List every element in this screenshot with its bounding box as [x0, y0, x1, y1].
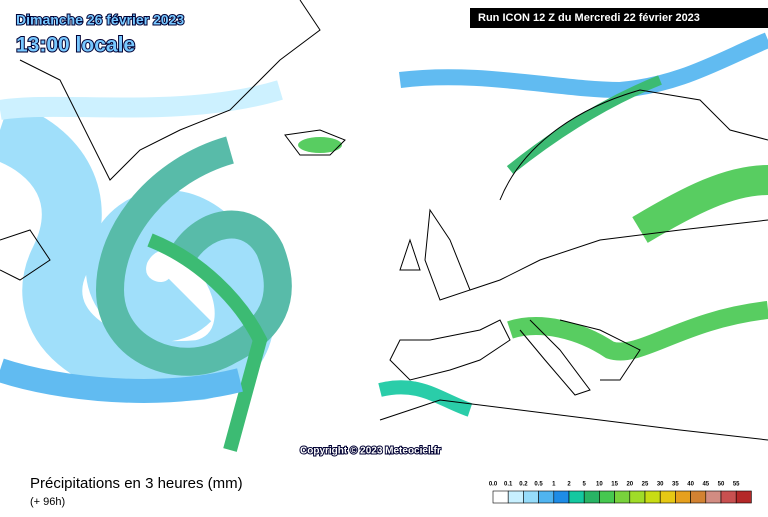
legend-label: 20 [626, 482, 633, 488]
legend-label: 0.5 [534, 482, 543, 488]
legend-swatch [705, 490, 722, 504]
legend-swatch [735, 490, 752, 504]
legend-label: 35 [672, 482, 679, 488]
legend-swatch [538, 490, 555, 504]
legend-label: 2 [567, 482, 571, 488]
coastlines [0, 0, 768, 441]
legend-swatch [492, 490, 509, 504]
legend-label: 0.1 [504, 482, 513, 488]
legend-label: 0.2 [519, 482, 528, 488]
legend-swatch [553, 490, 570, 504]
footer-title: Précipitations en 3 heures (mm) [30, 475, 243, 492]
legend-swatch [599, 490, 615, 504]
legend-swatch [523, 490, 539, 504]
legend-swatch [507, 490, 524, 504]
legend-swatch [690, 490, 707, 504]
legend-label: 15 [611, 482, 618, 488]
footer-lead: (+ 96h) [30, 496, 65, 508]
run-info: Run ICON 12 Z du Mercredi 22 février 202… [478, 12, 700, 24]
run-banner [470, 8, 768, 28]
legend-swatch [675, 490, 691, 504]
legend-label: 25 [642, 482, 649, 488]
copyright: Copyright © 2023 Meteociel.fr [300, 446, 441, 457]
legend-label: 10 [596, 482, 603, 488]
legend-label: 55 [733, 482, 740, 488]
legend-label: 45 [702, 482, 709, 488]
legend-label: 5 [583, 482, 587, 488]
legend-label: 0.0 [489, 482, 498, 488]
legend-label: 50 [718, 482, 725, 488]
legend-label: 40 [687, 482, 694, 488]
legend-label: 30 [657, 482, 664, 488]
legend-label: 1 [552, 482, 556, 488]
legend-swatch [583, 490, 600, 504]
legend-swatch [659, 490, 676, 504]
legend-swatch [614, 490, 631, 504]
legend-swatch [720, 490, 737, 504]
legend-swatch [629, 490, 646, 504]
legend: 0.0 0.1 0.2 0.5 1 2 5 10 15 20 25 30 35 40 45 50 55 [489, 482, 752, 504]
forecast-date: Dimanche 26 février 2023 [16, 12, 184, 28]
legend-swatch [568, 490, 585, 504]
forecast-time: 13:00 locale [16, 34, 135, 57]
legend-swatch [644, 490, 661, 504]
